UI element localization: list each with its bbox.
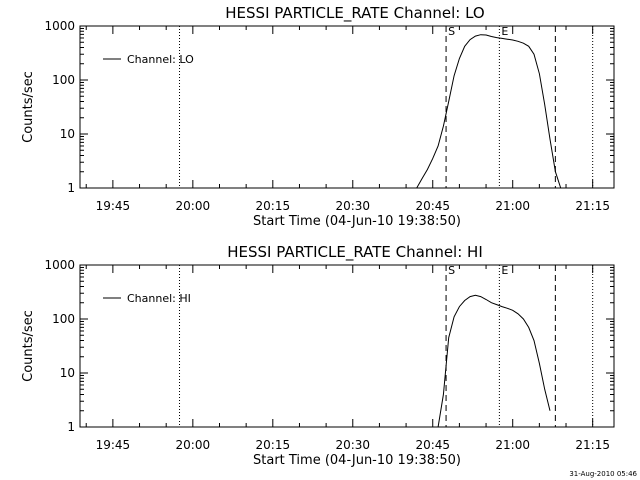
- footer-timestamp: 31-Aug-2010 05:46: [569, 470, 637, 478]
- x-tick-label: 20:00: [176, 199, 211, 213]
- x-axis-label: Start Time (04-Jun-10 19:38:50): [253, 453, 461, 468]
- x-tick-label: 20:45: [415, 438, 450, 452]
- marker-label: E: [501, 264, 508, 277]
- chart-title: HESSI PARTICLE_RATE Channel: LO: [225, 4, 484, 23]
- y-tick-label: 1: [67, 420, 75, 434]
- y-tick-label: 1000: [44, 258, 75, 272]
- series-line: [416, 34, 562, 189]
- x-tick-label: 21:00: [495, 438, 530, 452]
- plot-frame: [79, 25, 615, 189]
- marker-label: S: [448, 264, 455, 277]
- chart-panel-1: HESSI PARTICLE_RATE Channel: LO Counts/se…: [21, 4, 615, 229]
- x-tick-label: 21:00: [495, 199, 530, 213]
- y-tick-label: 1000: [44, 19, 75, 33]
- y-tick-label: 10: [60, 366, 75, 380]
- x-tick-label: 19:45: [96, 199, 131, 213]
- x-tick-label: 21:15: [575, 199, 610, 213]
- y-tick-label: 100: [52, 312, 75, 326]
- x-tick-label: 20:15: [256, 199, 291, 213]
- x-tick-label: 20:45: [415, 199, 450, 213]
- x-tick-label: 20:15: [256, 438, 291, 452]
- y-tick-label: 100: [52, 73, 75, 87]
- x-tick-label: 20:00: [176, 438, 211, 452]
- y-tick-label: 1: [67, 181, 75, 195]
- marker-label: E: [501, 25, 508, 38]
- legend-label: Channel: LO: [127, 53, 194, 66]
- x-tick-label: 20:30: [335, 438, 370, 452]
- x-axis-label: Start Time (04-Jun-10 19:38:50): [253, 214, 461, 229]
- y-tick-label: 10: [60, 127, 75, 141]
- series-line: [437, 294, 551, 428]
- chart-title: HESSI PARTICLE_RATE Channel: HI: [227, 243, 483, 262]
- x-tick-label: 19:45: [96, 438, 131, 452]
- chart-panel-2: HESSI PARTICLE_RATE Channel: HI Counts/se…: [21, 243, 615, 468]
- marker-label: S: [448, 25, 455, 38]
- x-tick-label: 20:30: [335, 199, 370, 213]
- x-tick-label: 21:15: [575, 438, 610, 452]
- y-axis-label: Counts/sec: [21, 71, 36, 143]
- y-axis-label: Counts/sec: [21, 310, 36, 382]
- plot-frame: [79, 264, 615, 428]
- legend-label: Channel: HI: [127, 292, 191, 305]
